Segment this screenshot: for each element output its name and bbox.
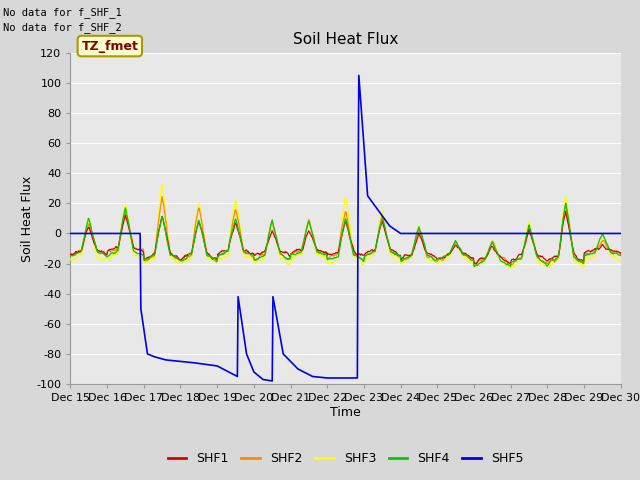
Text: TZ_fmet: TZ_fmet <box>81 39 138 52</box>
Title: Soil Heat Flux: Soil Heat Flux <box>293 33 398 48</box>
Text: No data for f_SHF_2: No data for f_SHF_2 <box>3 22 122 33</box>
Legend: SHF1, SHF2, SHF3, SHF4, SHF5: SHF1, SHF2, SHF3, SHF4, SHF5 <box>163 447 529 470</box>
X-axis label: Time: Time <box>330 406 361 419</box>
Y-axis label: Soil Heat Flux: Soil Heat Flux <box>20 175 33 262</box>
Text: No data for f_SHF_1: No data for f_SHF_1 <box>3 7 122 18</box>
